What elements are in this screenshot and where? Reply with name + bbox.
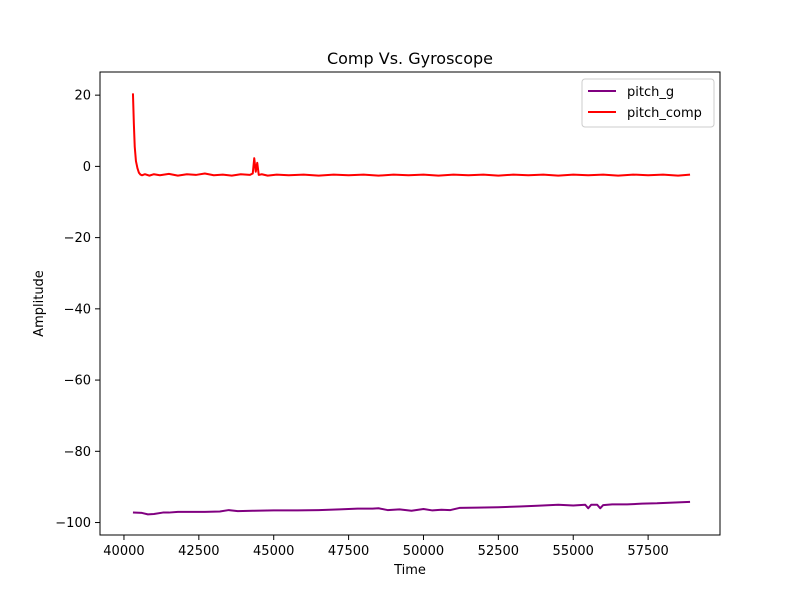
x-tick-label: 42500 bbox=[178, 544, 219, 559]
legend-label-pitch-g: pitch_g bbox=[627, 85, 674, 100]
y-tick-label: −80 bbox=[64, 445, 91, 460]
series-line-pitch-comp bbox=[131, 93, 691, 177]
chart-title: Comp Vs. Gyroscope bbox=[327, 49, 493, 68]
y-tick-label: −60 bbox=[64, 374, 91, 389]
x-tick-label: 55000 bbox=[553, 544, 594, 559]
y-tick-label: −40 bbox=[64, 302, 91, 317]
series-lines bbox=[131, 93, 691, 516]
x-axis-ticks: 40000 42500 45000 47500 50000 52500 55000 57500 bbox=[103, 535, 669, 559]
series-line-pitch-g bbox=[132, 500, 691, 516]
legend: pitch_g pitch_comp bbox=[581, 78, 715, 128]
x-tick-label: 47500 bbox=[328, 544, 369, 559]
y-tick-label: −20 bbox=[64, 231, 91, 246]
legend-label-pitch-comp: pitch_comp bbox=[627, 106, 702, 121]
y-tick-label: 0 bbox=[83, 160, 91, 175]
y-axis-label: Amplitude bbox=[32, 270, 47, 337]
y-tick-label: −100 bbox=[55, 516, 91, 531]
x-tick-label: 57500 bbox=[627, 544, 668, 559]
x-tick-label: 45000 bbox=[253, 544, 294, 559]
x-tick-label: 52500 bbox=[478, 544, 519, 559]
plot-frame bbox=[99, 71, 721, 536]
y-tick-label: 20 bbox=[74, 89, 91, 104]
x-axis-label: Time bbox=[393, 563, 426, 578]
x-tick-label: 50000 bbox=[403, 544, 444, 559]
x-tick-label: 40000 bbox=[103, 544, 144, 559]
y-axis-ticks: 20 0 −20 −40 −60 −80 −100 bbox=[55, 89, 100, 531]
